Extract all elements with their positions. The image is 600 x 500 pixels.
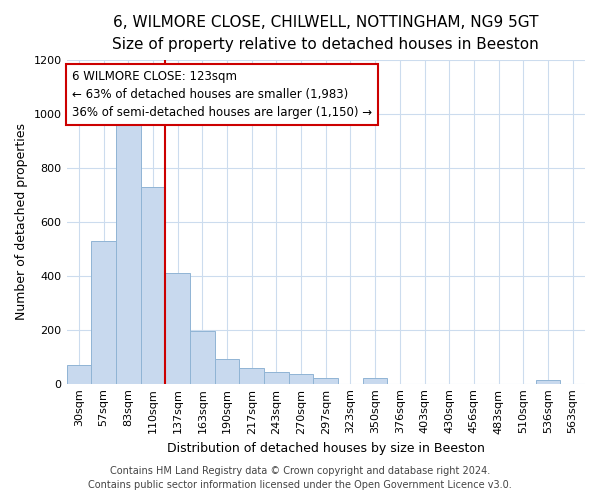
Text: 6 WILMORE CLOSE: 123sqm
← 63% of detached houses are smaller (1,983)
36% of semi: 6 WILMORE CLOSE: 123sqm ← 63% of detache… [72,70,372,119]
Bar [190,331,215,384]
Bar [67,365,91,384]
Title: 6, WILMORE CLOSE, CHILWELL, NOTTINGHAM, NG9 5GT
Size of property relative to det: 6, WILMORE CLOSE, CHILWELL, NOTTINGHAM, … [112,15,539,52]
Bar [140,187,165,384]
Bar [165,273,190,384]
Text: Contains HM Land Registry data © Crown copyright and database right 2024.
Contai: Contains HM Land Registry data © Crown c… [88,466,512,490]
Bar [264,372,289,384]
Bar [313,378,338,384]
Y-axis label: Number of detached properties: Number of detached properties [15,124,28,320]
Bar [536,380,560,384]
Bar [91,241,116,384]
Bar [215,360,239,384]
X-axis label: Distribution of detached houses by size in Beeston: Distribution of detached houses by size … [167,442,485,455]
Bar [116,114,140,384]
Bar [239,368,264,384]
Bar [363,378,388,384]
Bar [289,374,313,384]
